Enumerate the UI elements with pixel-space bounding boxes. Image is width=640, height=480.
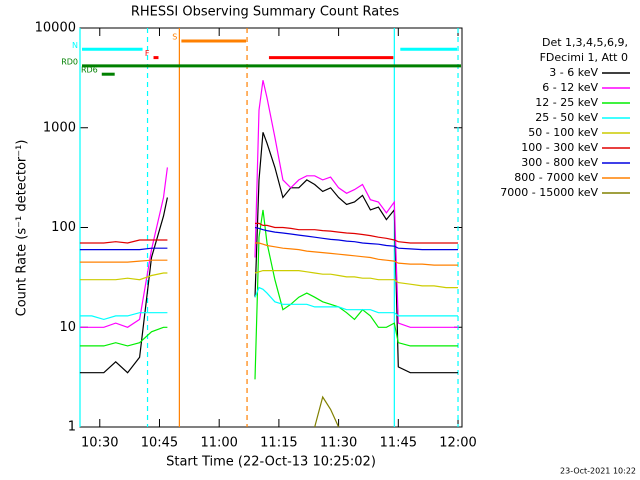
series-line bbox=[314, 395, 340, 428]
x-tick-label: 10:30 bbox=[81, 436, 118, 451]
legend-header: FDecimi 1, Att 0 bbox=[540, 51, 628, 64]
y-tick-label: 1 bbox=[68, 420, 76, 435]
legend-label: 7000 - 15000 keV bbox=[500, 186, 598, 199]
x-tick-label: 11:15 bbox=[260, 436, 297, 451]
chart-title: RHESSI Observing Summary Count Rates bbox=[131, 5, 400, 20]
x-tick-label: 11:45 bbox=[380, 436, 417, 451]
y-tick-label: 1000 bbox=[43, 120, 76, 135]
legend-label: 6 - 12 keV bbox=[542, 81, 598, 94]
legend-header: Det 1,3,4,5,6,9, bbox=[542, 36, 628, 49]
y-tick-label: 10 bbox=[59, 320, 76, 335]
series-line bbox=[79, 286, 458, 321]
legend-label: 300 - 800 keV bbox=[521, 156, 598, 169]
series-line bbox=[79, 242, 458, 266]
x-tick-label: 12:00 bbox=[439, 436, 476, 451]
legend-label: 25 - 50 keV bbox=[535, 111, 598, 124]
series-line bbox=[79, 222, 458, 244]
series-line bbox=[79, 132, 458, 374]
series-line bbox=[79, 80, 458, 328]
y-tick-label: 10000 bbox=[35, 21, 76, 36]
legend-label: 800 - 7000 keV bbox=[514, 171, 598, 184]
series-line bbox=[79, 209, 458, 380]
legend-label: 12 - 25 keV bbox=[535, 96, 598, 109]
series-line bbox=[79, 226, 458, 251]
flag-label: S bbox=[172, 33, 177, 42]
footer: 23-Oct-2021 10:22 bbox=[560, 467, 636, 476]
x-tick-label: 11:00 bbox=[200, 436, 237, 451]
legend-label: 50 - 100 keV bbox=[528, 126, 598, 139]
flag-label: F bbox=[145, 49, 150, 58]
y-axis-label: Count Rate (s⁻¹ detector⁻¹) bbox=[15, 140, 30, 317]
legend-label: 100 - 300 keV bbox=[521, 141, 598, 154]
x-axis-label: Start Time (22-Oct-13 10:25:02) bbox=[166, 455, 376, 470]
series-line bbox=[79, 270, 458, 289]
legend-label: 3 - 6 keV bbox=[549, 66, 598, 79]
x-tick-label: 10:45 bbox=[141, 436, 178, 451]
flag-label: N bbox=[72, 41, 78, 50]
flag-label: RD6 bbox=[81, 66, 98, 75]
x-tick-label: 11:30 bbox=[320, 436, 357, 451]
y-tick-label: 100 bbox=[51, 220, 76, 235]
flag-label: RD0 bbox=[61, 57, 78, 66]
